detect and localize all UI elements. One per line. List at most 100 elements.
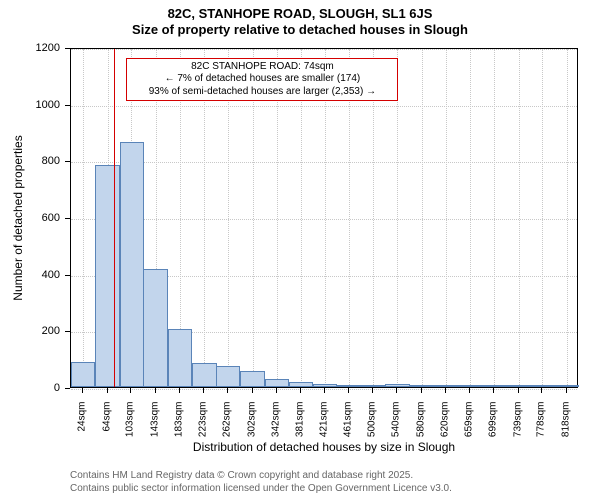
gridline-h bbox=[71, 49, 577, 50]
gridline-v bbox=[519, 49, 520, 387]
x-tick-label: 421sqm bbox=[319, 402, 330, 442]
gridline-h bbox=[71, 162, 577, 163]
histogram-bar bbox=[168, 329, 192, 387]
x-tick-label: 500sqm bbox=[367, 402, 378, 442]
x-tick-label: 223sqm bbox=[198, 402, 209, 442]
subject-marker-line bbox=[114, 49, 115, 387]
x-tick-label: 302sqm bbox=[246, 402, 257, 442]
x-axis-label: Distribution of detached houses by size … bbox=[193, 440, 455, 454]
x-tick-label: 739sqm bbox=[512, 402, 523, 442]
histogram-bar bbox=[385, 384, 409, 387]
x-tick-label: 24sqm bbox=[77, 402, 88, 442]
x-tick-mark bbox=[300, 388, 301, 393]
x-tick-mark bbox=[179, 388, 180, 393]
y-tick-label: 1000 bbox=[0, 99, 60, 111]
x-tick-label: 540sqm bbox=[391, 402, 402, 442]
y-tick-label: 800 bbox=[0, 155, 60, 167]
gridline-v bbox=[446, 49, 447, 387]
histogram-bar bbox=[192, 363, 216, 387]
histogram-bar bbox=[313, 384, 337, 387]
x-tick-label: 103sqm bbox=[125, 402, 136, 442]
y-tick-label: 600 bbox=[0, 212, 60, 224]
y-tick-mark bbox=[65, 331, 70, 332]
y-tick-mark bbox=[65, 48, 70, 49]
x-tick-mark bbox=[324, 388, 325, 393]
gridline-v bbox=[470, 49, 471, 387]
x-tick-label: 580sqm bbox=[415, 402, 426, 442]
footer-line-2: Contains public sector information licen… bbox=[70, 483, 452, 496]
x-tick-mark bbox=[276, 388, 277, 393]
gridline-h bbox=[71, 106, 577, 107]
x-tick-label: 381sqm bbox=[294, 402, 305, 442]
y-tick-label: 0 bbox=[0, 382, 60, 394]
title-line-2: Size of property relative to detached ho… bbox=[0, 22, 600, 38]
y-tick-label: 200 bbox=[0, 325, 60, 337]
x-tick-label: 659sqm bbox=[463, 402, 474, 442]
x-tick-label: 620sqm bbox=[440, 402, 451, 442]
chart-container: 82C, STANHOPE ROAD, SLOUGH, SL1 6JS Size… bbox=[0, 0, 600, 500]
annotation-line: 82C STANHOPE ROAD: 74sqm bbox=[131, 61, 393, 74]
histogram-bar bbox=[410, 385, 434, 387]
histogram-bar bbox=[482, 385, 506, 387]
annotation-box: 82C STANHOPE ROAD: 74sqm← 7% of detached… bbox=[126, 58, 398, 102]
histogram-bar bbox=[531, 385, 555, 387]
histogram-bar bbox=[337, 385, 361, 387]
x-tick-mark bbox=[469, 388, 470, 393]
x-tick-mark bbox=[372, 388, 373, 393]
x-tick-mark bbox=[155, 388, 156, 393]
histogram-bar bbox=[434, 385, 458, 387]
chart-title: 82C, STANHOPE ROAD, SLOUGH, SL1 6JS Size… bbox=[0, 0, 600, 37]
histogram-bar bbox=[120, 142, 144, 387]
x-tick-mark bbox=[493, 388, 494, 393]
gridline-v bbox=[494, 49, 495, 387]
x-tick-mark bbox=[518, 388, 519, 393]
x-tick-mark bbox=[421, 388, 422, 393]
annotation-line: 93% of semi-detached houses are larger (… bbox=[131, 86, 393, 99]
x-tick-mark bbox=[396, 388, 397, 393]
x-tick-mark bbox=[203, 388, 204, 393]
histogram-bar bbox=[95, 165, 119, 387]
y-tick-mark bbox=[65, 161, 70, 162]
x-tick-label: 143sqm bbox=[149, 402, 160, 442]
x-tick-label: 262sqm bbox=[222, 402, 233, 442]
x-tick-label: 818sqm bbox=[560, 402, 571, 442]
title-line-1: 82C, STANHOPE ROAD, SLOUGH, SL1 6JS bbox=[0, 6, 600, 22]
gridline-v bbox=[83, 49, 84, 387]
gridline-h bbox=[71, 219, 577, 220]
x-tick-mark bbox=[130, 388, 131, 393]
y-tick-mark bbox=[65, 388, 70, 389]
histogram-bar bbox=[240, 371, 264, 387]
histogram-bar bbox=[265, 379, 289, 387]
histogram-bar bbox=[71, 362, 95, 388]
y-tick-label: 400 bbox=[0, 269, 60, 281]
annotation-line: ← 7% of detached houses are smaller (174… bbox=[131, 73, 393, 86]
x-tick-mark bbox=[82, 388, 83, 393]
x-tick-mark bbox=[541, 388, 542, 393]
gridline-v bbox=[567, 49, 568, 387]
y-tick-mark bbox=[65, 105, 70, 106]
x-tick-label: 699sqm bbox=[488, 402, 499, 442]
x-tick-label: 778sqm bbox=[536, 402, 547, 442]
y-tick-mark bbox=[65, 275, 70, 276]
gridline-v bbox=[542, 49, 543, 387]
y-tick-label: 1200 bbox=[0, 42, 60, 54]
histogram-bar bbox=[555, 385, 579, 387]
x-tick-label: 342sqm bbox=[270, 402, 281, 442]
histogram-bar bbox=[507, 385, 531, 387]
x-tick-label: 461sqm bbox=[343, 402, 354, 442]
histogram-bar bbox=[458, 385, 482, 387]
x-tick-label: 64sqm bbox=[101, 402, 112, 442]
x-tick-mark bbox=[227, 388, 228, 393]
histogram-bar bbox=[216, 366, 240, 387]
histogram-bar bbox=[289, 382, 313, 387]
footer-attribution: Contains HM Land Registry data © Crown c… bbox=[70, 470, 452, 495]
footer-line-1: Contains HM Land Registry data © Crown c… bbox=[70, 470, 452, 483]
x-tick-mark bbox=[566, 388, 567, 393]
x-tick-mark bbox=[348, 388, 349, 393]
x-tick-mark bbox=[252, 388, 253, 393]
plot-area: 82C STANHOPE ROAD: 74sqm← 7% of detached… bbox=[70, 48, 578, 388]
histogram-bar bbox=[143, 269, 167, 387]
x-tick-mark bbox=[445, 388, 446, 393]
x-tick-label: 183sqm bbox=[174, 402, 185, 442]
histogram-bar bbox=[362, 385, 386, 387]
